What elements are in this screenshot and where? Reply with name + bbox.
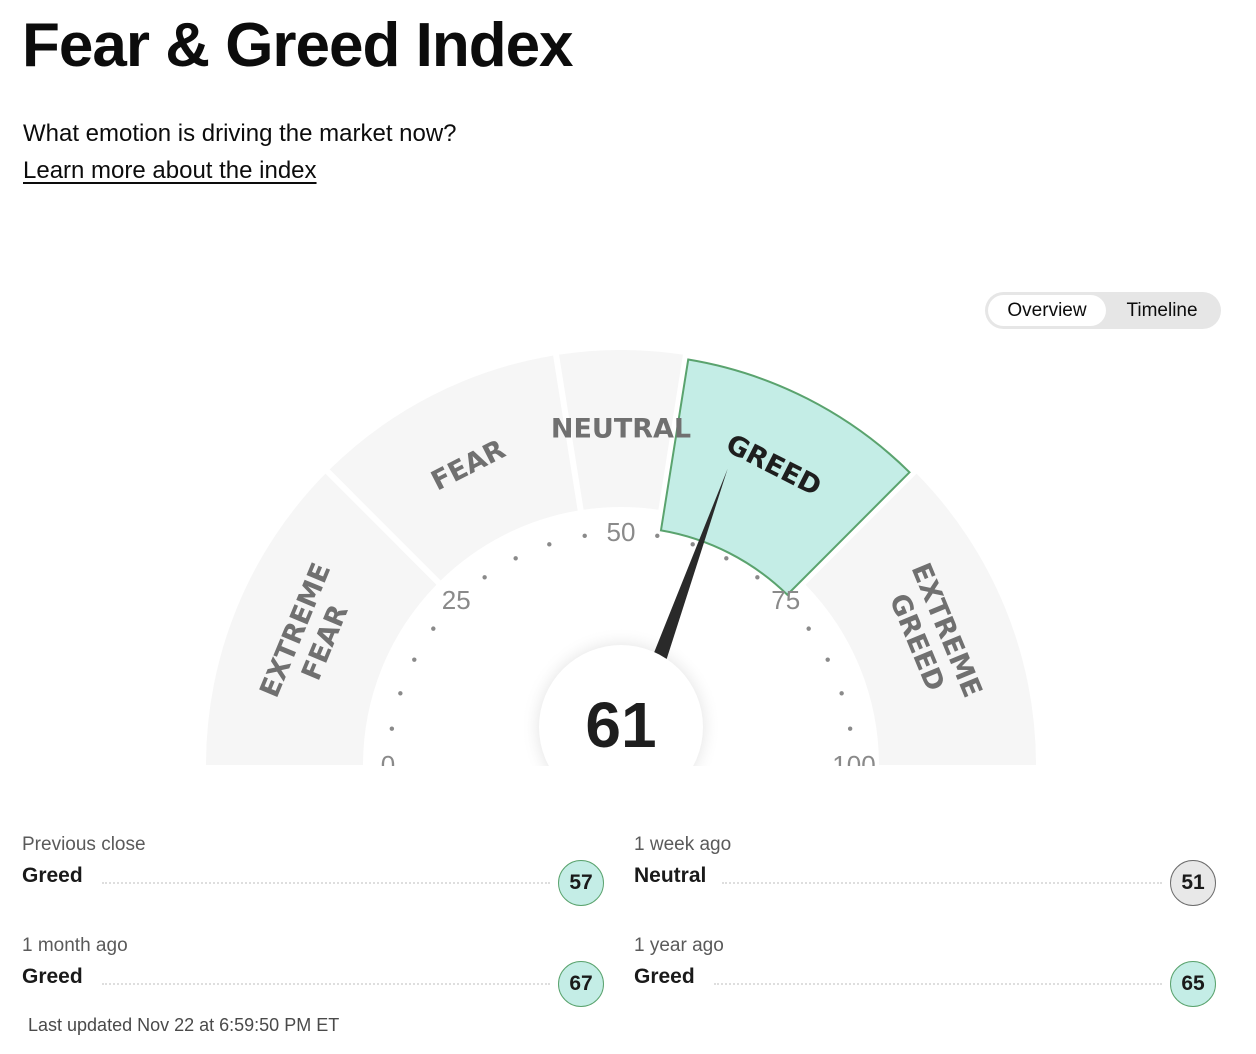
stat-value-badge: 51: [1170, 860, 1216, 906]
page-subtitle: What emotion is driving the market now?: [23, 120, 457, 147]
gauge-dot: [655, 533, 660, 539]
gauge-dot: [724, 556, 729, 561]
stat-label: 1 year ago: [634, 935, 724, 956]
gauge-tick-label: 25: [442, 585, 471, 615]
gauge-dot: [398, 691, 403, 696]
stat-rating: Greed: [634, 965, 695, 988]
gauge-dot: [389, 726, 395, 731]
view-toggle: Overview Timeline: [985, 292, 1221, 329]
tab-timeline[interactable]: Timeline: [1126, 299, 1198, 321]
stat-value-badge: 65: [1170, 961, 1216, 1007]
gauge-tick-label: 75: [771, 585, 800, 615]
gauge-dot: [513, 556, 518, 561]
tab-overview[interactable]: Overview: [988, 295, 1106, 326]
gauge-dot: [482, 575, 487, 580]
learn-more-link[interactable]: Learn more about the index: [23, 157, 317, 184]
gauge-dot: [755, 575, 760, 580]
gauge-segment-neutral: [559, 350, 683, 510]
page-title: Fear & Greed Index: [22, 11, 574, 80]
gauge-bottom-mask: [0, 766, 1256, 790]
gauge-dot: [547, 542, 552, 547]
dotted-leader: [102, 983, 550, 985]
gauge-center-disc: [539, 645, 703, 790]
gauge-dot: [847, 726, 853, 731]
gauge-segment-extreme-greed: [805, 473, 1036, 765]
gauge-dot: [806, 626, 811, 631]
stat-label: Previous close: [22, 834, 146, 855]
gauge-needle: [632, 468, 728, 712]
dotted-leader: [714, 983, 1162, 985]
gauge-dot: [431, 626, 436, 631]
dotted-leader: [102, 882, 550, 884]
gauge-dot: [412, 657, 417, 662]
gauge-segment-label: NEUTRAL: [551, 414, 691, 445]
stat-value-badge: 67: [558, 961, 604, 1007]
gauge-dot: [690, 542, 695, 547]
stat-rating: Greed: [22, 864, 83, 887]
dotted-leader: [722, 882, 1162, 884]
gauge-dot: [582, 533, 587, 539]
gauge-value: 61: [585, 689, 656, 761]
stat-rating: Neutral: [634, 864, 707, 887]
stat-label: 1 week ago: [634, 834, 732, 855]
stat-rating: Greed: [22, 965, 83, 988]
stat-1-week-ago: 1 week ago Neutral 51: [634, 830, 1216, 910]
gauge-dot: [825, 657, 830, 662]
gauge-tick-label: 50: [607, 517, 636, 547]
stat-1-month-ago: 1 month ago Greed 67: [22, 931, 604, 1011]
gauge-segment-extreme-fear: [206, 473, 437, 765]
stat-value-badge: 57: [558, 860, 604, 906]
stat-1-year-ago: 1 year ago Greed 65: [634, 931, 1216, 1011]
stat-previous-close: Previous close Greed 57: [22, 830, 604, 910]
stat-label: 1 month ago: [22, 935, 128, 956]
gauge-dot: [839, 691, 844, 696]
gauge-segment-fear: [329, 355, 578, 581]
last-updated-text: Last updated Nov 22 at 6:59:50 PM ET: [28, 1015, 340, 1035]
